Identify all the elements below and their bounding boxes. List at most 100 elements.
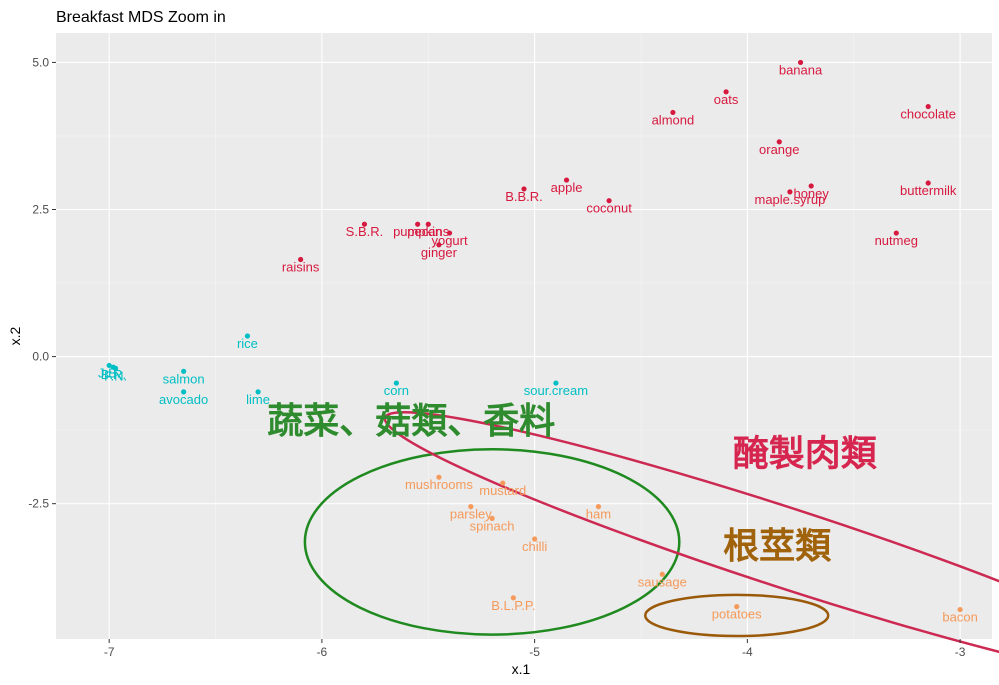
plot-panel (56, 33, 992, 639)
point-label: bacon (942, 610, 977, 625)
point-label: spinach (470, 518, 515, 533)
data-point (606, 198, 612, 204)
data-points (106, 59, 963, 613)
chart-title: Breakfast MDS Zoom in (56, 9, 226, 26)
x-tick-label: -4 (742, 645, 753, 659)
point-label: ham (586, 507, 611, 522)
point-label: mushrooms (405, 477, 473, 492)
data-point (500, 480, 506, 486)
data-point (415, 221, 421, 227)
point-label: J.B. (98, 365, 120, 380)
data-point (734, 604, 740, 610)
point-label: S.B.R. (346, 224, 384, 239)
data-point (112, 365, 119, 371)
point-label: chilli (522, 539, 547, 554)
x-tick-label: -3 (955, 645, 966, 659)
point-label: orange (759, 142, 799, 157)
y-axis-title: x.2 (7, 326, 23, 345)
data-point (298, 256, 304, 263)
point-label: raisins (282, 260, 320, 275)
point-label: apple (551, 180, 583, 195)
data-point (446, 230, 453, 236)
point-label: avocado (159, 392, 208, 407)
data-point (468, 504, 474, 510)
data-point (925, 180, 931, 186)
data-point (106, 362, 112, 369)
point-label: nutmeg (875, 233, 918, 248)
data-point (510, 595, 516, 601)
point-label: corn (384, 383, 409, 398)
point-label: pumpkin (393, 224, 442, 239)
data-point (957, 606, 963, 613)
data-point (436, 474, 442, 480)
point-label: mustard (479, 483, 526, 498)
data-point (553, 380, 559, 386)
point-label: F.N. (104, 368, 127, 383)
cluster-ellipse (644, 593, 830, 638)
data-point (595, 504, 602, 510)
data-point (659, 571, 665, 577)
data-point (787, 189, 793, 195)
data-point (563, 177, 570, 183)
cluster-annotation: 蔬菜、菇類、香料 (267, 401, 555, 442)
data-point (925, 103, 931, 110)
point-label: B.L.P.P. (491, 598, 535, 613)
data-point (181, 389, 187, 395)
y-tick-label: -2.5 (28, 497, 49, 511)
data-point (436, 242, 442, 248)
x-tick-label: -7 (104, 645, 115, 659)
point-label: oats (714, 92, 739, 107)
point-label: coconut (586, 201, 632, 216)
cluster-ellipses (303, 411, 999, 685)
point-label: B.R. (101, 367, 126, 382)
point-label: sour.cream (524, 383, 588, 398)
cluster-ellipse (303, 448, 681, 636)
data-point (893, 230, 899, 236)
point-label: sausage (638, 574, 687, 589)
y-axis-ticks: -2.5 0.0 2.5 5.0 (28, 55, 56, 511)
cluster-annotation: 根莖類 (723, 526, 832, 567)
data-point (670, 109, 676, 116)
x-axis-title: x.1 (512, 661, 531, 677)
point-label: chocolate (900, 107, 956, 122)
data-point (521, 186, 527, 192)
y-tick-label: 5.0 (32, 55, 49, 69)
point-label: banana (779, 62, 823, 77)
data-point (532, 536, 538, 542)
x-tick-label: -6 (317, 645, 328, 659)
point-label: parsley (450, 507, 492, 522)
x-axis-ticks: -7 -6 -5 -4 -3 (104, 639, 966, 659)
data-point (425, 221, 431, 227)
grid-lines (56, 33, 992, 639)
point-label: salmon (163, 371, 205, 386)
y-tick-label: 0.0 (32, 350, 49, 364)
data-point (255, 389, 261, 395)
point-label: lime (246, 392, 270, 407)
point-label: maple.syrup (755, 192, 826, 207)
point-label: buttermilk (900, 183, 957, 198)
point-label: ginger (421, 245, 458, 260)
cluster-ellipse (383, 411, 999, 685)
data-point (723, 89, 729, 95)
point-label: honey (793, 186, 829, 201)
data-point (808, 183, 814, 189)
data-point (797, 59, 804, 66)
point-label: pecans (407, 224, 449, 239)
data-point (776, 139, 782, 145)
point-labels: banana oats almond chocolate orange B.B.R. app… (98, 62, 978, 624)
y-tick-label: 2.5 (32, 203, 49, 217)
data-point (244, 333, 251, 339)
point-label: almond (652, 112, 695, 127)
point-label: rice (237, 336, 258, 351)
x-tick-label: -5 (529, 645, 540, 659)
data-point (361, 221, 368, 227)
cluster-annotation: 醃製肉類 (733, 433, 878, 474)
point-label: B.B.R. (505, 189, 543, 204)
data-point (181, 368, 187, 374)
data-point (489, 515, 495, 521)
data-point (393, 380, 399, 386)
point-label: yogurt (431, 233, 468, 248)
point-label: potatoes (712, 607, 762, 622)
